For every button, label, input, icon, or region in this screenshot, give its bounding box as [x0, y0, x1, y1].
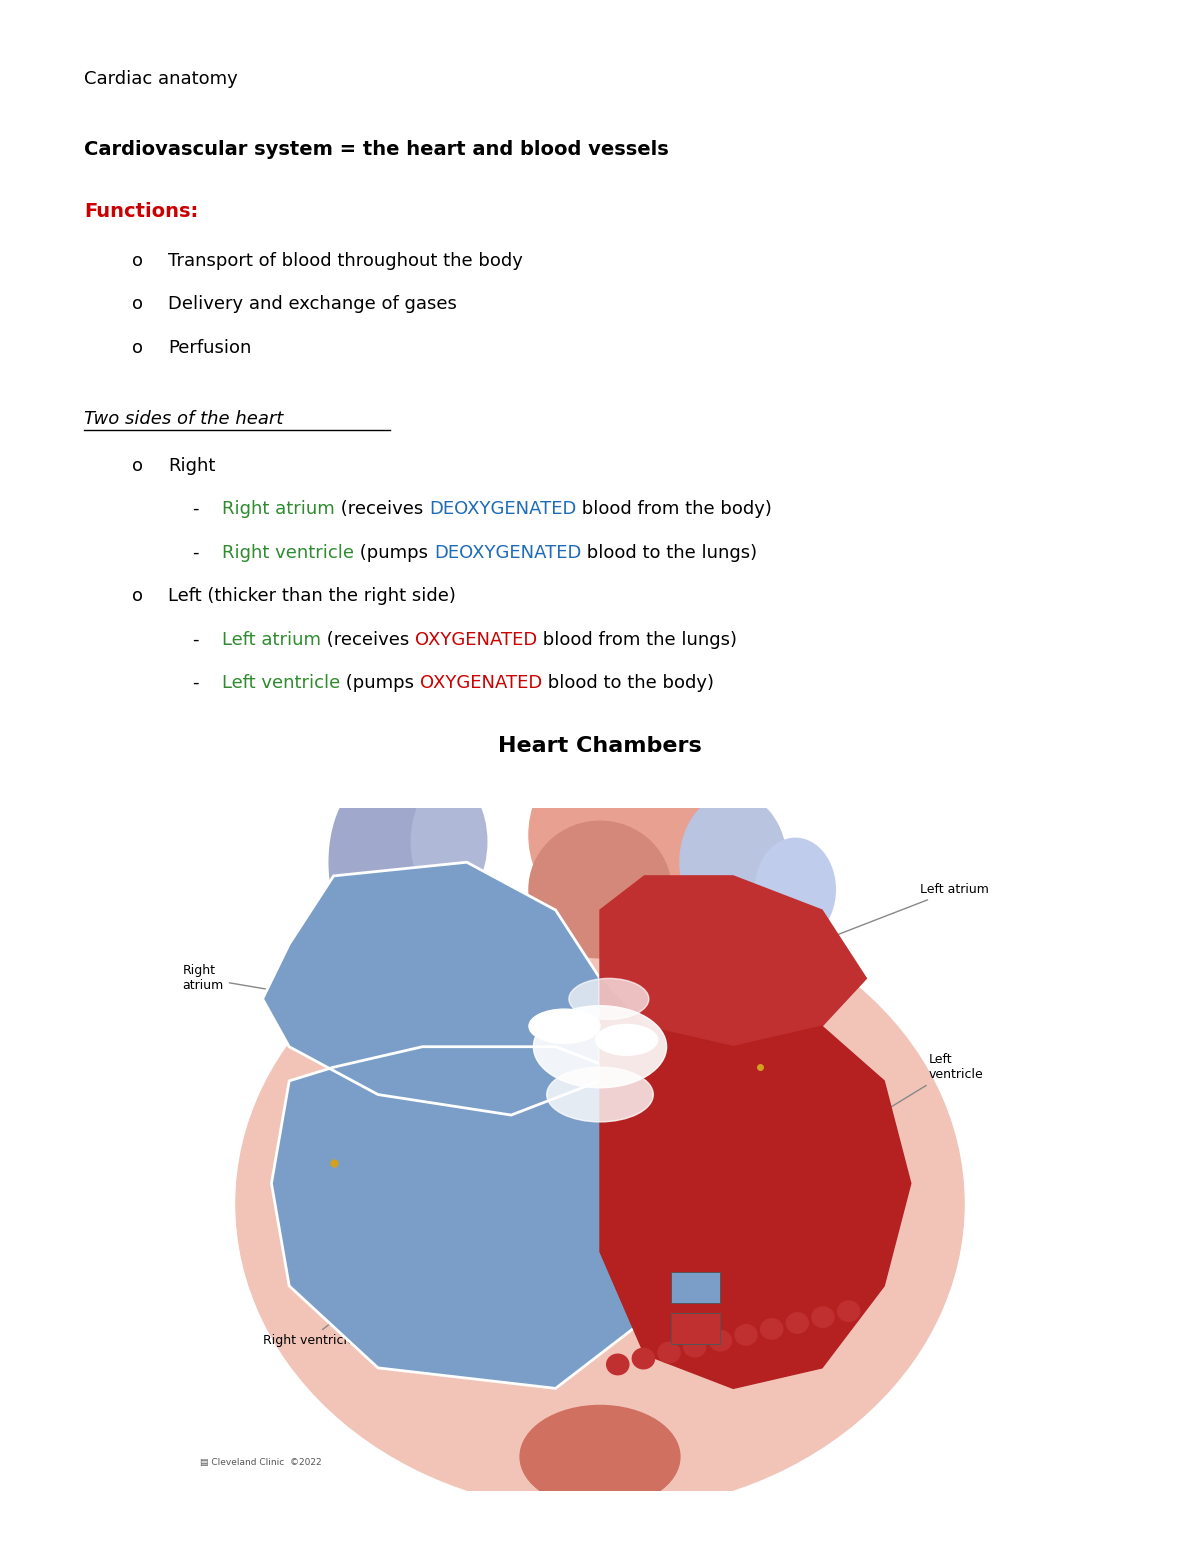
Ellipse shape — [658, 1342, 680, 1364]
Text: ▤ Cleveland Clinic  ©2022: ▤ Cleveland Clinic ©2022 — [200, 1458, 322, 1468]
Text: o: o — [132, 252, 143, 270]
Text: DEOXYGENATED: DEOXYGENATED — [428, 500, 576, 519]
Ellipse shape — [709, 1331, 732, 1351]
Polygon shape — [271, 1047, 671, 1388]
Text: Oxygen-poor blood: Oxygen-poor blood — [734, 1283, 841, 1292]
FancyBboxPatch shape — [671, 1272, 720, 1303]
Text: Right ventricle: Right ventricle — [263, 1253, 420, 1346]
Text: blood from the body): blood from the body) — [576, 500, 772, 519]
Ellipse shape — [786, 1312, 809, 1334]
Text: Cardiac anatomy: Cardiac anatomy — [84, 70, 238, 89]
Ellipse shape — [533, 1006, 667, 1087]
Text: Two sides of the heart: Two sides of the heart — [84, 410, 283, 429]
Text: blood to the lungs): blood to the lungs) — [581, 544, 757, 562]
Ellipse shape — [756, 839, 835, 941]
Text: blood from the lungs): blood from the lungs) — [538, 631, 737, 649]
Text: Delivery and exchange of gases: Delivery and exchange of gases — [168, 295, 457, 314]
Text: o: o — [132, 295, 143, 314]
Text: Perfusion: Perfusion — [168, 339, 251, 357]
Text: Right: Right — [168, 457, 215, 475]
Ellipse shape — [684, 1337, 706, 1357]
Text: Left atrium: Left atrium — [222, 631, 322, 649]
Ellipse shape — [547, 1067, 653, 1121]
Text: Oxygen-rich blood: Oxygen-rich blood — [734, 1323, 838, 1332]
Text: Left
ventricle: Left ventricle — [824, 1053, 983, 1148]
Text: Right
atrium: Right atrium — [182, 964, 402, 1013]
Ellipse shape — [607, 1354, 629, 1374]
Ellipse shape — [838, 1301, 859, 1322]
Text: -: - — [192, 631, 198, 649]
Text: DEOXYGENATED: DEOXYGENATED — [433, 544, 581, 562]
Ellipse shape — [680, 794, 786, 930]
Text: o: o — [132, 457, 143, 475]
Text: blood to the body): blood to the body) — [542, 674, 714, 693]
Text: Right ventricle: Right ventricle — [222, 544, 354, 562]
Text: Transport of blood throughout the body: Transport of blood throughout the body — [168, 252, 523, 270]
Text: o: o — [132, 587, 143, 606]
Ellipse shape — [761, 1318, 782, 1339]
Text: Right atrium: Right atrium — [222, 500, 335, 519]
Polygon shape — [600, 978, 911, 1388]
Text: (pumps: (pumps — [354, 544, 433, 562]
Polygon shape — [263, 862, 600, 1115]
FancyBboxPatch shape — [671, 1314, 720, 1343]
Text: -: - — [192, 674, 198, 693]
Text: Cardiovascular system = the heart and blood vessels: Cardiovascular system = the heart and bl… — [84, 140, 668, 158]
Ellipse shape — [529, 739, 725, 930]
Text: (receives: (receives — [335, 500, 428, 519]
Ellipse shape — [412, 780, 487, 904]
Text: (receives: (receives — [322, 631, 415, 649]
Text: OXYGENATED: OXYGENATED — [420, 674, 542, 693]
Ellipse shape — [569, 978, 649, 1019]
Polygon shape — [600, 876, 866, 1047]
Ellipse shape — [329, 776, 427, 947]
Text: -: - — [192, 500, 198, 519]
Ellipse shape — [529, 822, 671, 958]
Ellipse shape — [529, 1009, 600, 1044]
Ellipse shape — [595, 1025, 658, 1056]
Text: Left atrium: Left atrium — [780, 884, 989, 957]
Ellipse shape — [520, 1405, 680, 1508]
Text: o: o — [132, 339, 143, 357]
Text: Left (thicker than the right side): Left (thicker than the right side) — [168, 587, 456, 606]
Ellipse shape — [734, 1325, 757, 1345]
Ellipse shape — [812, 1306, 834, 1328]
Text: Heart Chambers: Heart Chambers — [498, 736, 702, 756]
Text: (pumps: (pumps — [341, 674, 420, 693]
Ellipse shape — [632, 1348, 654, 1368]
Text: OXYGENATED: OXYGENATED — [415, 631, 538, 649]
Ellipse shape — [236, 896, 964, 1511]
Text: -: - — [192, 544, 198, 562]
Text: Left ventricle: Left ventricle — [222, 674, 341, 693]
Text: Functions:: Functions: — [84, 202, 198, 221]
